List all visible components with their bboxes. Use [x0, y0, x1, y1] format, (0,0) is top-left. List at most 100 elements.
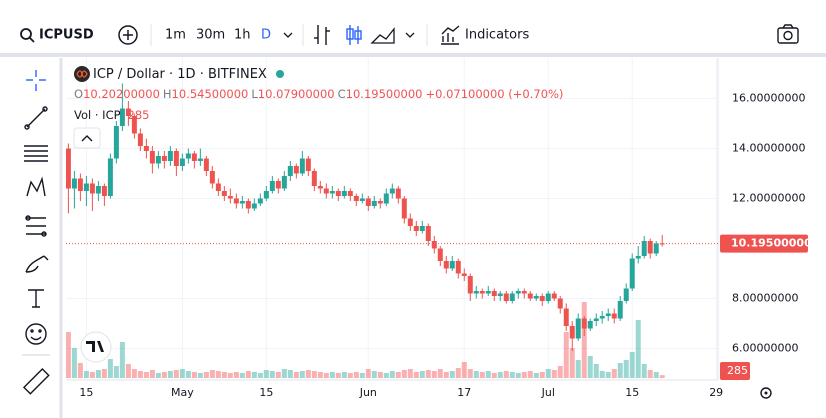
candle-body	[317, 186, 323, 189]
candle-body	[95, 186, 101, 194]
volume-tag-label: 285	[727, 364, 748, 377]
area-style[interactable]	[370, 27, 395, 44]
candle-body	[353, 196, 359, 201]
volume-bar	[647, 370, 653, 378]
trend-line-tool[interactable]	[24, 106, 48, 130]
candle-body	[155, 156, 161, 164]
volume-bar	[653, 372, 659, 378]
volume-bar	[623, 360, 629, 378]
volume-bar	[281, 369, 287, 378]
candle-body	[149, 151, 155, 164]
screenshot-button[interactable]	[777, 24, 799, 44]
candle-body	[413, 226, 419, 231]
volume-bar	[431, 371, 437, 378]
candle-body	[407, 218, 413, 226]
candle-body	[545, 293, 551, 301]
x-tick-label: May	[171, 386, 194, 399]
volume-bar	[503, 371, 509, 378]
candle-body	[623, 288, 629, 301]
candle-body	[467, 276, 473, 294]
brush-tool[interactable]	[25, 255, 49, 273]
candle-body	[599, 316, 605, 319]
volume-bar	[125, 364, 131, 378]
emoji-tool[interactable]	[25, 323, 47, 345]
volume-bar	[419, 371, 425, 378]
x-tick-label: 15	[79, 386, 93, 399]
ohlc-key: O	[74, 87, 84, 101]
volume-bar	[395, 372, 401, 378]
candle-body	[569, 326, 575, 339]
indicators-button[interactable]: Indicators	[465, 28, 529, 43]
fib-tool[interactable]	[24, 145, 48, 162]
volume-bar	[557, 366, 563, 378]
style-menu[interactable]	[405, 32, 415, 38]
interval[interactable]: 1h	[234, 28, 251, 43]
volume-bar	[545, 369, 551, 378]
volume-bar	[515, 373, 521, 378]
volume-bar	[143, 372, 149, 378]
volume-bar	[533, 373, 539, 378]
volume-bar	[569, 348, 575, 378]
volume-bar	[167, 371, 173, 378]
volume-bar	[599, 371, 605, 378]
last-price-tag	[720, 234, 808, 253]
candle-body	[605, 313, 611, 316]
ohlc-key: C	[337, 87, 346, 101]
interval[interactable]: 1m	[165, 28, 186, 43]
candle-body	[515, 291, 521, 294]
indicators-icon[interactable]	[441, 25, 460, 45]
volume-bar	[587, 356, 593, 378]
symbol[interactable]: ICPUSD	[39, 28, 94, 43]
volume-value: 285	[127, 108, 150, 122]
volume-bar	[425, 370, 431, 378]
pattern-tool[interactable]	[26, 176, 46, 197]
candle-body	[227, 196, 233, 199]
volume-bar	[287, 370, 293, 378]
search-icon[interactable]	[20, 28, 35, 43]
y-tick-label: 6.00000000	[732, 342, 798, 355]
candle-body	[341, 191, 347, 196]
ohlc-value: 10.20200000	[83, 87, 160, 101]
candle-body	[611, 313, 617, 319]
bars-style[interactable]	[314, 25, 330, 45]
candle-body	[263, 191, 269, 199]
volume-bar	[263, 370, 269, 378]
market-status	[275, 70, 284, 78]
volume-bar	[413, 372, 419, 378]
candle-body	[119, 108, 125, 126]
candle-body	[617, 301, 623, 319]
candle-body	[113, 126, 119, 159]
projection-tool[interactable]	[25, 215, 47, 237]
volume-bar	[221, 372, 227, 378]
candle-body	[431, 241, 437, 249]
candle-body	[251, 203, 257, 209]
candle-body	[197, 158, 203, 161]
candle-body	[359, 198, 365, 201]
interval-menu[interactable]	[283, 32, 293, 38]
volume-bar	[161, 372, 167, 378]
candle-body	[305, 158, 311, 171]
volume-bar	[527, 371, 533, 378]
volume-bar	[353, 372, 359, 378]
volume-bar	[509, 372, 515, 378]
volume-bar	[311, 371, 317, 378]
ohlc-key: H	[162, 87, 172, 101]
candle-body	[66, 148, 71, 189]
crosshair-tool[interactable]	[26, 70, 46, 91]
collapse-legend[interactable]	[73, 127, 101, 149]
text-tool[interactable]	[28, 289, 44, 308]
add-symbol[interactable]	[118, 25, 138, 45]
candle-body	[101, 186, 107, 196]
x-tick-label: 15	[259, 386, 273, 399]
candle-body	[533, 296, 539, 299]
volume-bar	[479, 372, 485, 378]
volume-bar	[89, 372, 95, 378]
interval-active[interactable]: D	[261, 28, 271, 43]
measure-tool[interactable]	[22, 367, 50, 395]
volume-bar	[179, 369, 185, 378]
interval[interactable]: 30m	[196, 28, 225, 43]
candle-style[interactable]	[346, 25, 362, 45]
volume-bar	[341, 372, 347, 378]
settings-icon[interactable]	[760, 387, 772, 399]
